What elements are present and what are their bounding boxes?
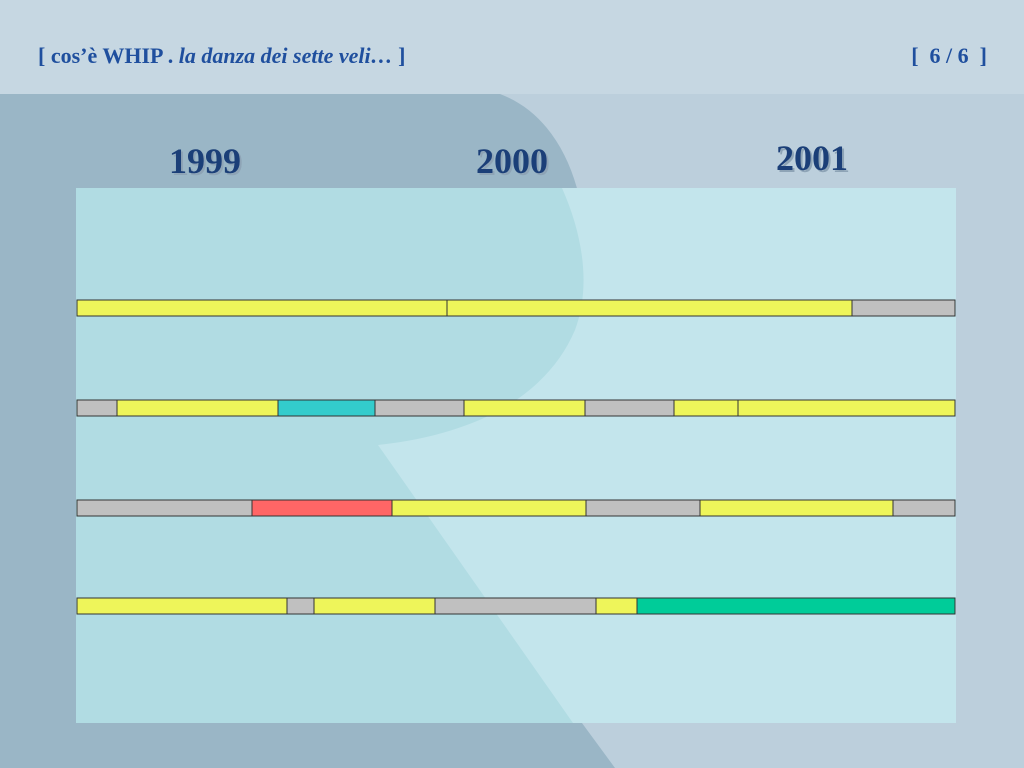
title-part: ] <box>393 43 406 68</box>
timeline-segment <box>76 299 448 317</box>
year: 2000 <box>476 141 548 181</box>
year-shadow: 2000 <box>478 143 550 183</box>
timeline-segment <box>463 399 586 417</box>
timeline-segment <box>673 399 739 417</box>
timeline-segment <box>76 399 118 417</box>
page-number: [ 6 / 6 ] <box>911 43 987 68</box>
timeline-bars <box>76 299 956 615</box>
header-title: [ cos’è WHIP . la danza dei sette veli… … <box>38 43 405 68</box>
year-shadow: 1999 <box>171 143 243 183</box>
header-band <box>0 0 1024 94</box>
timeline-segment <box>636 597 956 615</box>
year-shadow: 2001 <box>778 140 850 180</box>
timeline-segment <box>313 597 436 615</box>
timeline-segment <box>251 499 393 517</box>
timeline-segment <box>76 597 288 615</box>
timeline-segment <box>851 299 956 317</box>
timeline-segment <box>737 399 956 417</box>
timeline-segment <box>585 499 701 517</box>
timeline-segment <box>277 399 376 417</box>
year: 2001 <box>776 138 848 178</box>
timeline-segment <box>76 499 253 517</box>
year: 1999 <box>169 141 241 181</box>
timeline-segment <box>595 597 638 615</box>
timeline-segment <box>699 499 894 517</box>
title-part: la danza dei sette veli… <box>179 43 393 68</box>
timeline-segment <box>116 399 279 417</box>
timeline-segment <box>434 597 597 615</box>
timeline-segment <box>892 499 956 517</box>
timeline-segment <box>446 299 853 317</box>
timeline-segment <box>374 399 465 417</box>
timeline-segment <box>584 399 675 417</box>
timeline-segment <box>286 597 315 615</box>
title-part: [ cos’è WHIP . <box>38 43 179 68</box>
timeline-segment <box>391 499 587 517</box>
panel-logo-shape <box>76 188 584 723</box>
